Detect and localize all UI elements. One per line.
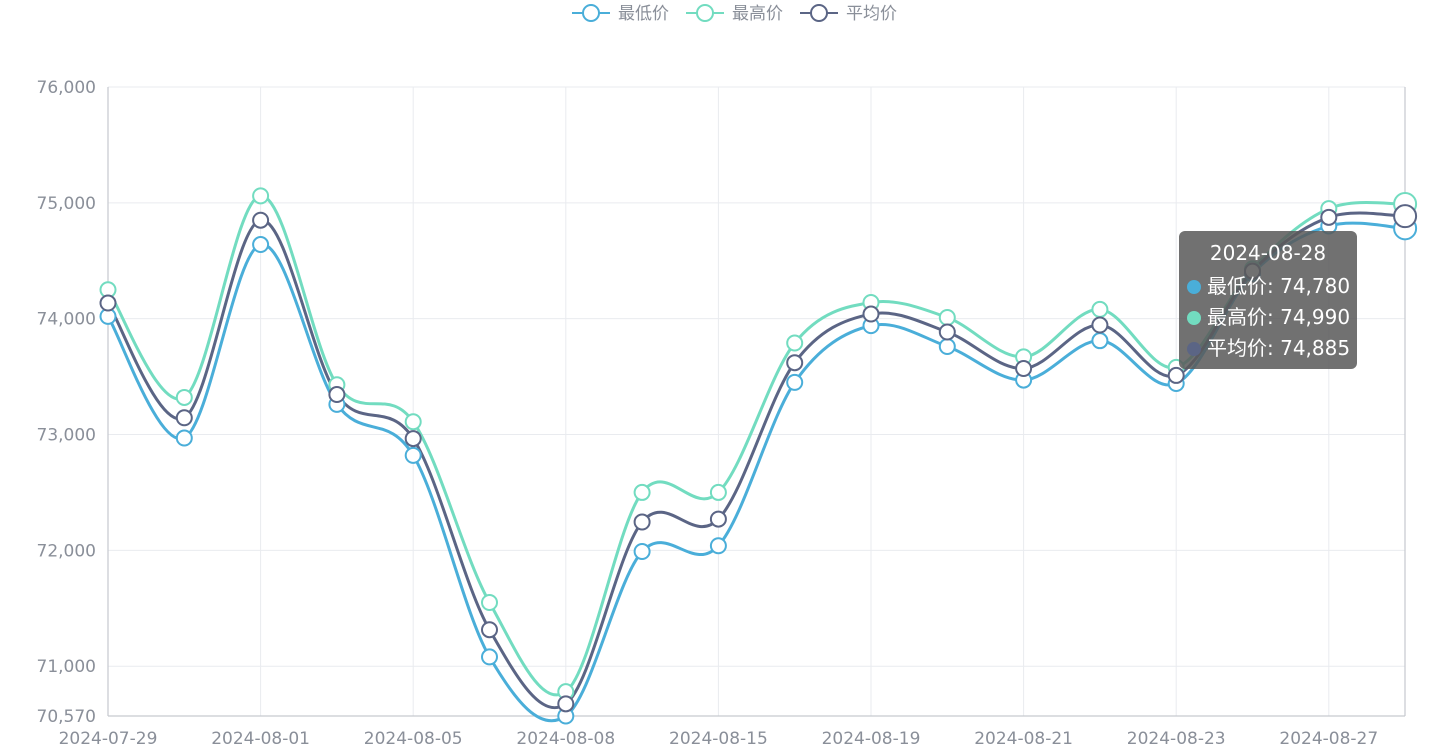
x-tick-label: 2024-08-01: [211, 729, 310, 748]
data-point[interactable]: [1320, 208, 1338, 226]
x-tick-label: 2024-08-08: [516, 729, 615, 748]
x-tick-label: 2024-08-19: [822, 729, 921, 748]
data-point[interactable]: [786, 373, 804, 391]
tooltip-row-high: 最高价: 74,990: [1187, 302, 1357, 333]
data-point[interactable]: [175, 429, 193, 447]
data-point[interactable]: [481, 593, 498, 611]
data-point[interactable]: [1167, 366, 1185, 384]
y-tick-label: 74,000: [37, 310, 96, 330]
legend-marker-icon: [582, 4, 600, 22]
data-point[interactable]: [938, 337, 956, 355]
data-point[interactable]: [633, 543, 651, 561]
legend-label: 最高价: [732, 4, 783, 24]
data-point[interactable]: [938, 323, 956, 341]
y-tick-label: 72,000: [37, 541, 96, 561]
grid: [107, 86, 1406, 717]
series-color-dot: [1187, 342, 1201, 356]
data-point[interactable]: [1393, 204, 1418, 229]
series-color-dot: [1187, 280, 1201, 294]
y-tick-label: 70,570: [37, 707, 96, 727]
data-point[interactable]: [709, 483, 727, 501]
x-axis-ticks: 2024-07-29 2024-08-01 2024-08-05 2024-08-08…: [59, 729, 1379, 748]
x-tick-label: 2024-08-15: [669, 729, 768, 748]
data-point[interactable]: [1091, 316, 1109, 334]
data-point[interactable]: [175, 388, 193, 406]
data-point[interactable]: [938, 309, 956, 327]
legend-item-3[interactable]: 平均价: [800, 4, 897, 24]
y-tick-label: 76,000: [37, 78, 96, 98]
x-tick-label: 2024-08-05: [364, 729, 463, 748]
data-point[interactable]: [1015, 359, 1033, 377]
tooltip-row-text: 最高价: 74,990: [1207, 305, 1351, 329]
data-point[interactable]: [481, 621, 498, 639]
data-point[interactable]: [1091, 332, 1109, 350]
x-tick-label: 2024-08-23: [1127, 729, 1226, 748]
data-point[interactable]: [404, 413, 422, 431]
data-point[interactable]: [786, 354, 804, 372]
series-color-dot: [1187, 311, 1201, 325]
y-tick-label: 73,000: [37, 426, 96, 446]
series-line-1: [106, 221, 1406, 723]
data-point[interactable]: [99, 294, 117, 312]
data-point[interactable]: [404, 446, 422, 464]
data-point[interactable]: [328, 386, 346, 404]
legend-label: 平均价: [846, 4, 897, 24]
tooltip-row-avg: 平均价: 74,885: [1187, 333, 1357, 364]
data-point[interactable]: [709, 510, 727, 528]
data-point[interactable]: [1091, 300, 1109, 318]
data-point[interactable]: [709, 537, 727, 555]
data-point[interactable]: [633, 483, 651, 501]
tooltip: 2024-08-28 最低价: 74,780 最高价: 74,990 平均价: …: [1179, 231, 1357, 369]
legend[interactable]: 最低价 最高价 平均价: [572, 4, 897, 24]
data-point[interactable]: [481, 648, 498, 666]
data-point[interactable]: [862, 305, 880, 323]
legend-item-2[interactable]: 最高价: [686, 4, 783, 24]
series-line-2: [106, 194, 1406, 697]
y-tick-label: 71,000: [37, 657, 96, 677]
tooltip-row-text: 最低价: 74,780: [1207, 274, 1351, 298]
legend-marker-icon: [810, 4, 828, 22]
tooltip-row-text: 平均价: 74,885: [1207, 336, 1351, 360]
y-tick-label: 75,000: [37, 194, 96, 214]
data-point[interactable]: [252, 187, 270, 205]
legend-item-1[interactable]: 最低价: [572, 4, 669, 24]
data-point[interactable]: [404, 430, 422, 448]
x-tick-label: 2024-08-21: [974, 729, 1073, 748]
data-point[interactable]: [252, 211, 270, 229]
x-tick-label: 2024-08-27: [1279, 729, 1378, 748]
data-point[interactable]: [633, 513, 651, 531]
data-point[interactable]: [557, 695, 575, 713]
data-point[interactable]: [786, 334, 804, 352]
legend-label: 最低价: [618, 4, 669, 24]
series-line-3: [106, 211, 1406, 710]
series-lines: [106, 194, 1406, 723]
data-point[interactable]: [175, 409, 193, 427]
y-axis-ticks: 70,570 71,000 72,000 73,000 74,000 75,000 76,0…: [37, 78, 96, 727]
data-point[interactable]: [252, 236, 270, 254]
tooltip-row-low: 最低价: 74,780: [1187, 271, 1357, 302]
tooltip-title: 2024-08-28: [1209, 241, 1327, 265]
x-tick-label: 2024-07-29: [59, 729, 158, 748]
legend-marker-icon: [696, 4, 714, 22]
